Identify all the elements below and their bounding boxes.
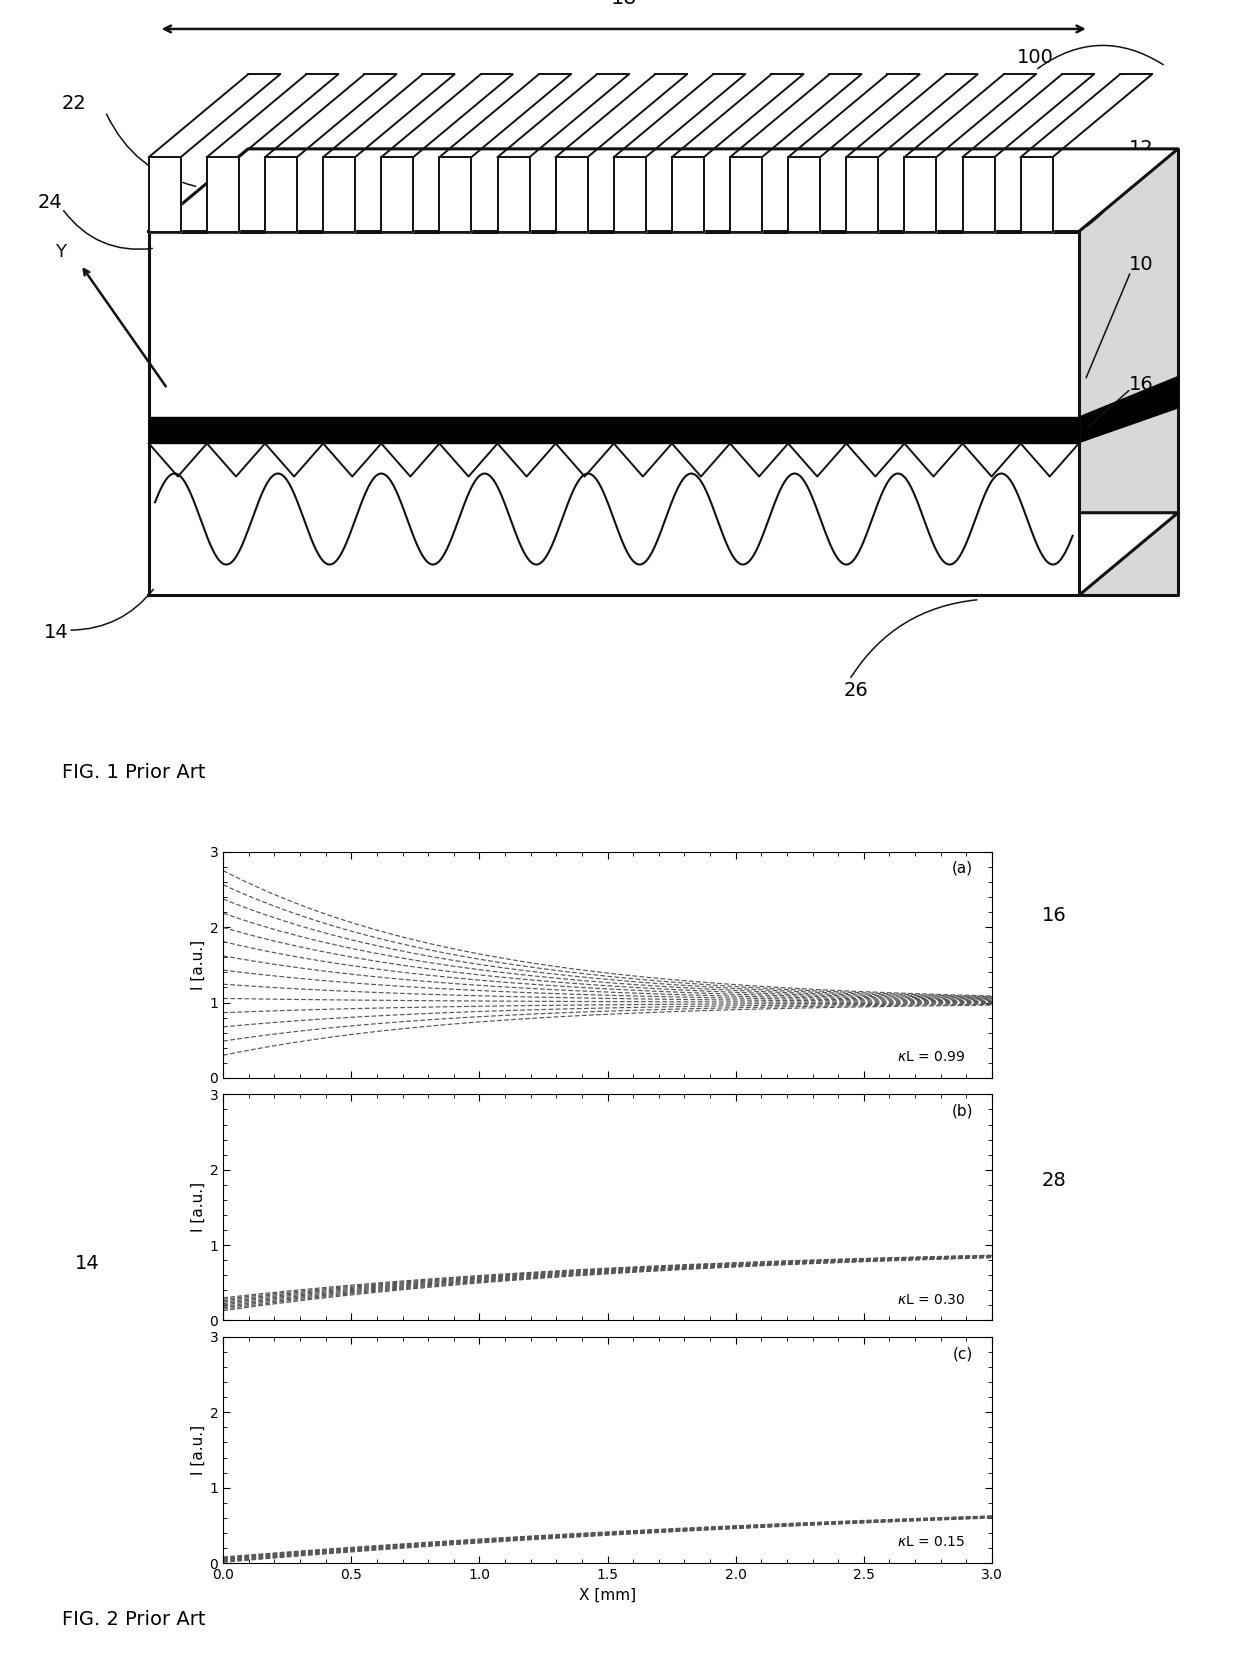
- Polygon shape: [382, 157, 413, 232]
- Text: FIG. 1 Prior Art: FIG. 1 Prior Art: [62, 762, 206, 782]
- Text: 26: 26: [843, 681, 868, 700]
- Text: $\kappa$L = 0.15: $\kappa$L = 0.15: [897, 1535, 965, 1550]
- Polygon shape: [846, 157, 878, 232]
- Text: 18: 18: [610, 0, 637, 8]
- Polygon shape: [1079, 377, 1178, 443]
- Text: Y: Y: [55, 243, 66, 261]
- Polygon shape: [149, 149, 1178, 232]
- Polygon shape: [149, 232, 1079, 595]
- Text: (a): (a): [951, 860, 972, 877]
- Polygon shape: [1079, 149, 1178, 595]
- Y-axis label: I [a.u.]: I [a.u.]: [190, 1183, 206, 1232]
- Polygon shape: [207, 157, 239, 232]
- Polygon shape: [1021, 157, 1053, 232]
- Polygon shape: [962, 157, 994, 232]
- Text: 10: 10: [1128, 255, 1153, 275]
- Text: 22: 22: [62, 94, 87, 112]
- Text: $\kappa$L = 0.30: $\kappa$L = 0.30: [897, 1293, 965, 1307]
- Text: 12: 12: [1128, 139, 1153, 159]
- Polygon shape: [265, 157, 298, 232]
- Text: 14: 14: [74, 1254, 99, 1274]
- Text: FIG. 2 Prior Art: FIG. 2 Prior Art: [62, 1611, 206, 1629]
- Polygon shape: [556, 157, 588, 232]
- Polygon shape: [497, 157, 529, 232]
- Polygon shape: [904, 157, 936, 232]
- X-axis label: X [mm]: X [mm]: [579, 1588, 636, 1603]
- Y-axis label: I [a.u.]: I [a.u.]: [190, 1426, 206, 1475]
- Text: 24: 24: [37, 194, 62, 212]
- Polygon shape: [149, 157, 181, 232]
- Polygon shape: [672, 157, 704, 232]
- Text: 14: 14: [43, 624, 68, 642]
- Text: 100: 100: [1017, 48, 1054, 68]
- Text: (b): (b): [951, 1103, 972, 1118]
- Polygon shape: [439, 157, 471, 232]
- Text: (c): (c): [952, 1346, 972, 1361]
- Text: 28: 28: [1042, 1171, 1066, 1189]
- Text: $\kappa$L = 0.99: $\kappa$L = 0.99: [897, 1050, 965, 1064]
- Polygon shape: [789, 157, 820, 232]
- Polygon shape: [614, 157, 646, 232]
- Y-axis label: I [a.u.]: I [a.u.]: [190, 939, 206, 989]
- Polygon shape: [324, 157, 355, 232]
- Text: 16: 16: [1042, 906, 1066, 925]
- Polygon shape: [149, 513, 1178, 595]
- Polygon shape: [730, 157, 763, 232]
- Text: 16: 16: [1128, 375, 1153, 394]
